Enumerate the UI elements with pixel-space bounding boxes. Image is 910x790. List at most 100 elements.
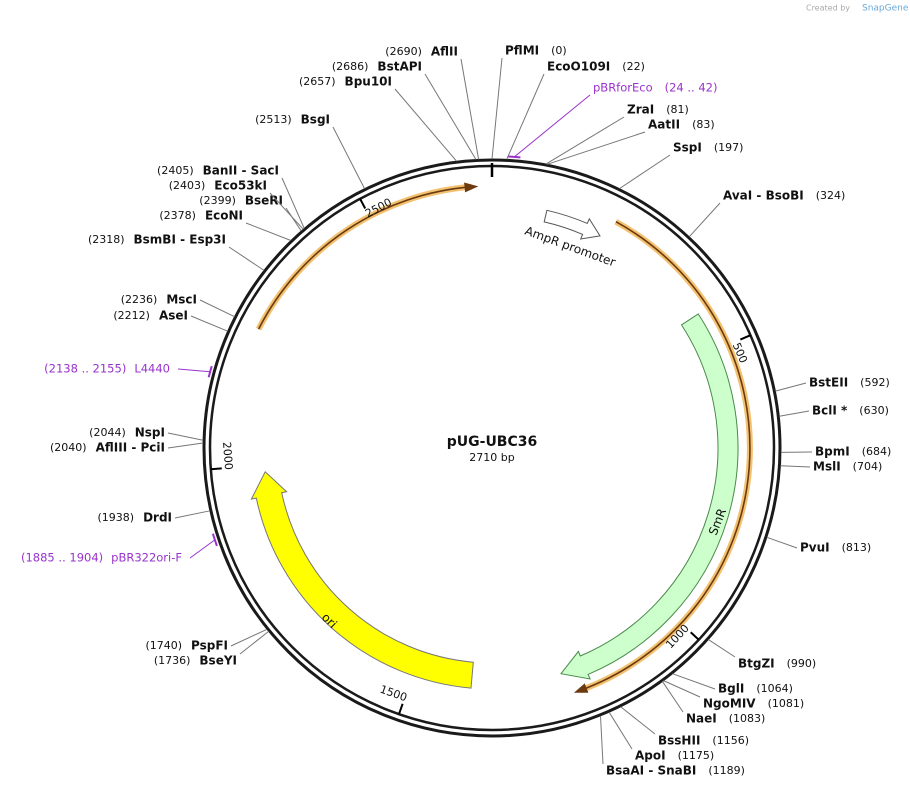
site-position: (1083) <box>729 712 766 725</box>
site-name: BstEII <box>809 376 848 390</box>
plasmid-name: pUG-UBC36 <box>447 434 538 450</box>
site-line <box>174 510 211 519</box>
site-line <box>285 207 302 232</box>
ruler-label: 2500 <box>363 196 394 221</box>
site-line <box>460 58 480 160</box>
primer-mark <box>207 365 213 378</box>
site-position: (324) <box>816 189 846 202</box>
ruler-tick <box>739 334 751 341</box>
site-position: (2044) <box>89 426 126 439</box>
site-position: (2405) <box>157 164 194 177</box>
site-line <box>672 673 716 690</box>
site-line <box>545 116 625 165</box>
site-name: AatII <box>648 118 680 132</box>
site-name: AseI <box>159 309 188 323</box>
site-line <box>547 131 646 165</box>
site-line <box>661 681 684 713</box>
site-position: (592) <box>860 376 890 389</box>
site-line <box>775 382 807 392</box>
primer-range: (1885 .. 1904) <box>21 551 103 565</box>
ruler-label: 2000 <box>220 441 235 470</box>
site-line <box>228 246 265 271</box>
site-name: MslI <box>813 460 841 474</box>
site-name: BtgZI <box>738 657 775 671</box>
site-name: ZraI <box>627 103 654 117</box>
orf-head <box>464 182 479 193</box>
site-name: BseYI <box>199 654 237 668</box>
orf-head <box>573 683 589 693</box>
site-name: EcoNI <box>205 209 243 223</box>
site-line <box>394 88 457 162</box>
site-line <box>199 299 235 318</box>
site-line <box>239 630 269 655</box>
primer-name: pBR322ori-F <box>111 551 182 565</box>
site-line <box>766 536 798 549</box>
site-position: (684) <box>862 445 892 458</box>
site-line <box>779 410 810 417</box>
primer-line <box>177 368 211 373</box>
site-line <box>167 432 204 441</box>
backbone-outer <box>202 158 782 738</box>
site-position: (1064) <box>756 682 793 695</box>
orf-line <box>579 220 751 692</box>
site-line <box>708 639 736 658</box>
site-line <box>281 177 305 229</box>
site-line <box>780 465 811 468</box>
site-position: (2378) <box>159 209 196 222</box>
site-position: (990) <box>787 657 817 670</box>
site-position: (22) <box>622 60 645 73</box>
site-name: Bpu10I <box>345 75 392 89</box>
site-line <box>506 73 545 160</box>
watermark-brand: SnapGene <box>862 4 909 14</box>
ruler-tick <box>359 198 367 209</box>
site-position: (1736) <box>154 654 191 667</box>
site-line <box>491 57 503 160</box>
site-position: (2657) <box>299 75 336 88</box>
site-name: ApoI <box>635 749 666 763</box>
site-name: BsgI <box>301 113 330 127</box>
primer-name: pBRforEco <box>593 81 653 95</box>
site-position: (2236) <box>121 293 158 306</box>
site-name: SspI <box>673 141 702 155</box>
primer-name: L4440 <box>134 362 170 376</box>
ruler-tick <box>398 703 404 715</box>
primer-mark <box>508 155 521 159</box>
ruler-tick <box>690 631 700 641</box>
primer-line <box>514 94 591 158</box>
site-name: Eco53kI <box>214 179 267 193</box>
site-line <box>190 315 228 332</box>
site-line <box>332 126 365 189</box>
site-name: BpmI <box>815 445 850 459</box>
site-line <box>619 154 671 190</box>
site-name: BglI <box>718 682 744 696</box>
primer-mark <box>211 533 218 547</box>
feature-ori <box>250 470 474 689</box>
site-position: (813) <box>842 541 872 554</box>
feature-ampr-promoter <box>543 209 601 240</box>
site-line <box>245 222 292 241</box>
site-name: BssHII <box>658 734 700 748</box>
orf-line <box>257 186 472 330</box>
plasmid-length: 2710 bp <box>469 451 514 464</box>
site-name: MscI <box>166 293 197 307</box>
site-line <box>688 202 721 238</box>
site-position: (2040) <box>50 441 87 454</box>
site-position: (1175) <box>678 749 715 762</box>
primer-line <box>189 539 216 559</box>
site-position: (1156) <box>712 734 749 747</box>
site-name: PvuI <box>800 541 830 555</box>
site-name: PspFI <box>191 639 228 653</box>
site-line <box>269 192 304 230</box>
site-line <box>600 715 604 765</box>
ruler-label: 1000 <box>663 622 692 651</box>
site-name: BsmBI - Esp3I <box>134 233 226 247</box>
site-position: (630) <box>859 404 889 417</box>
site-position: (2686) <box>332 60 369 73</box>
watermark-text: Created by <box>806 4 850 13</box>
ruler-label: 1500 <box>378 683 409 705</box>
feature-label: AmpR promoter <box>523 224 617 270</box>
ruler-tick <box>210 467 222 471</box>
site-position: (2690) <box>385 45 422 58</box>
site-name: AvaI - BsoBI <box>723 189 804 203</box>
